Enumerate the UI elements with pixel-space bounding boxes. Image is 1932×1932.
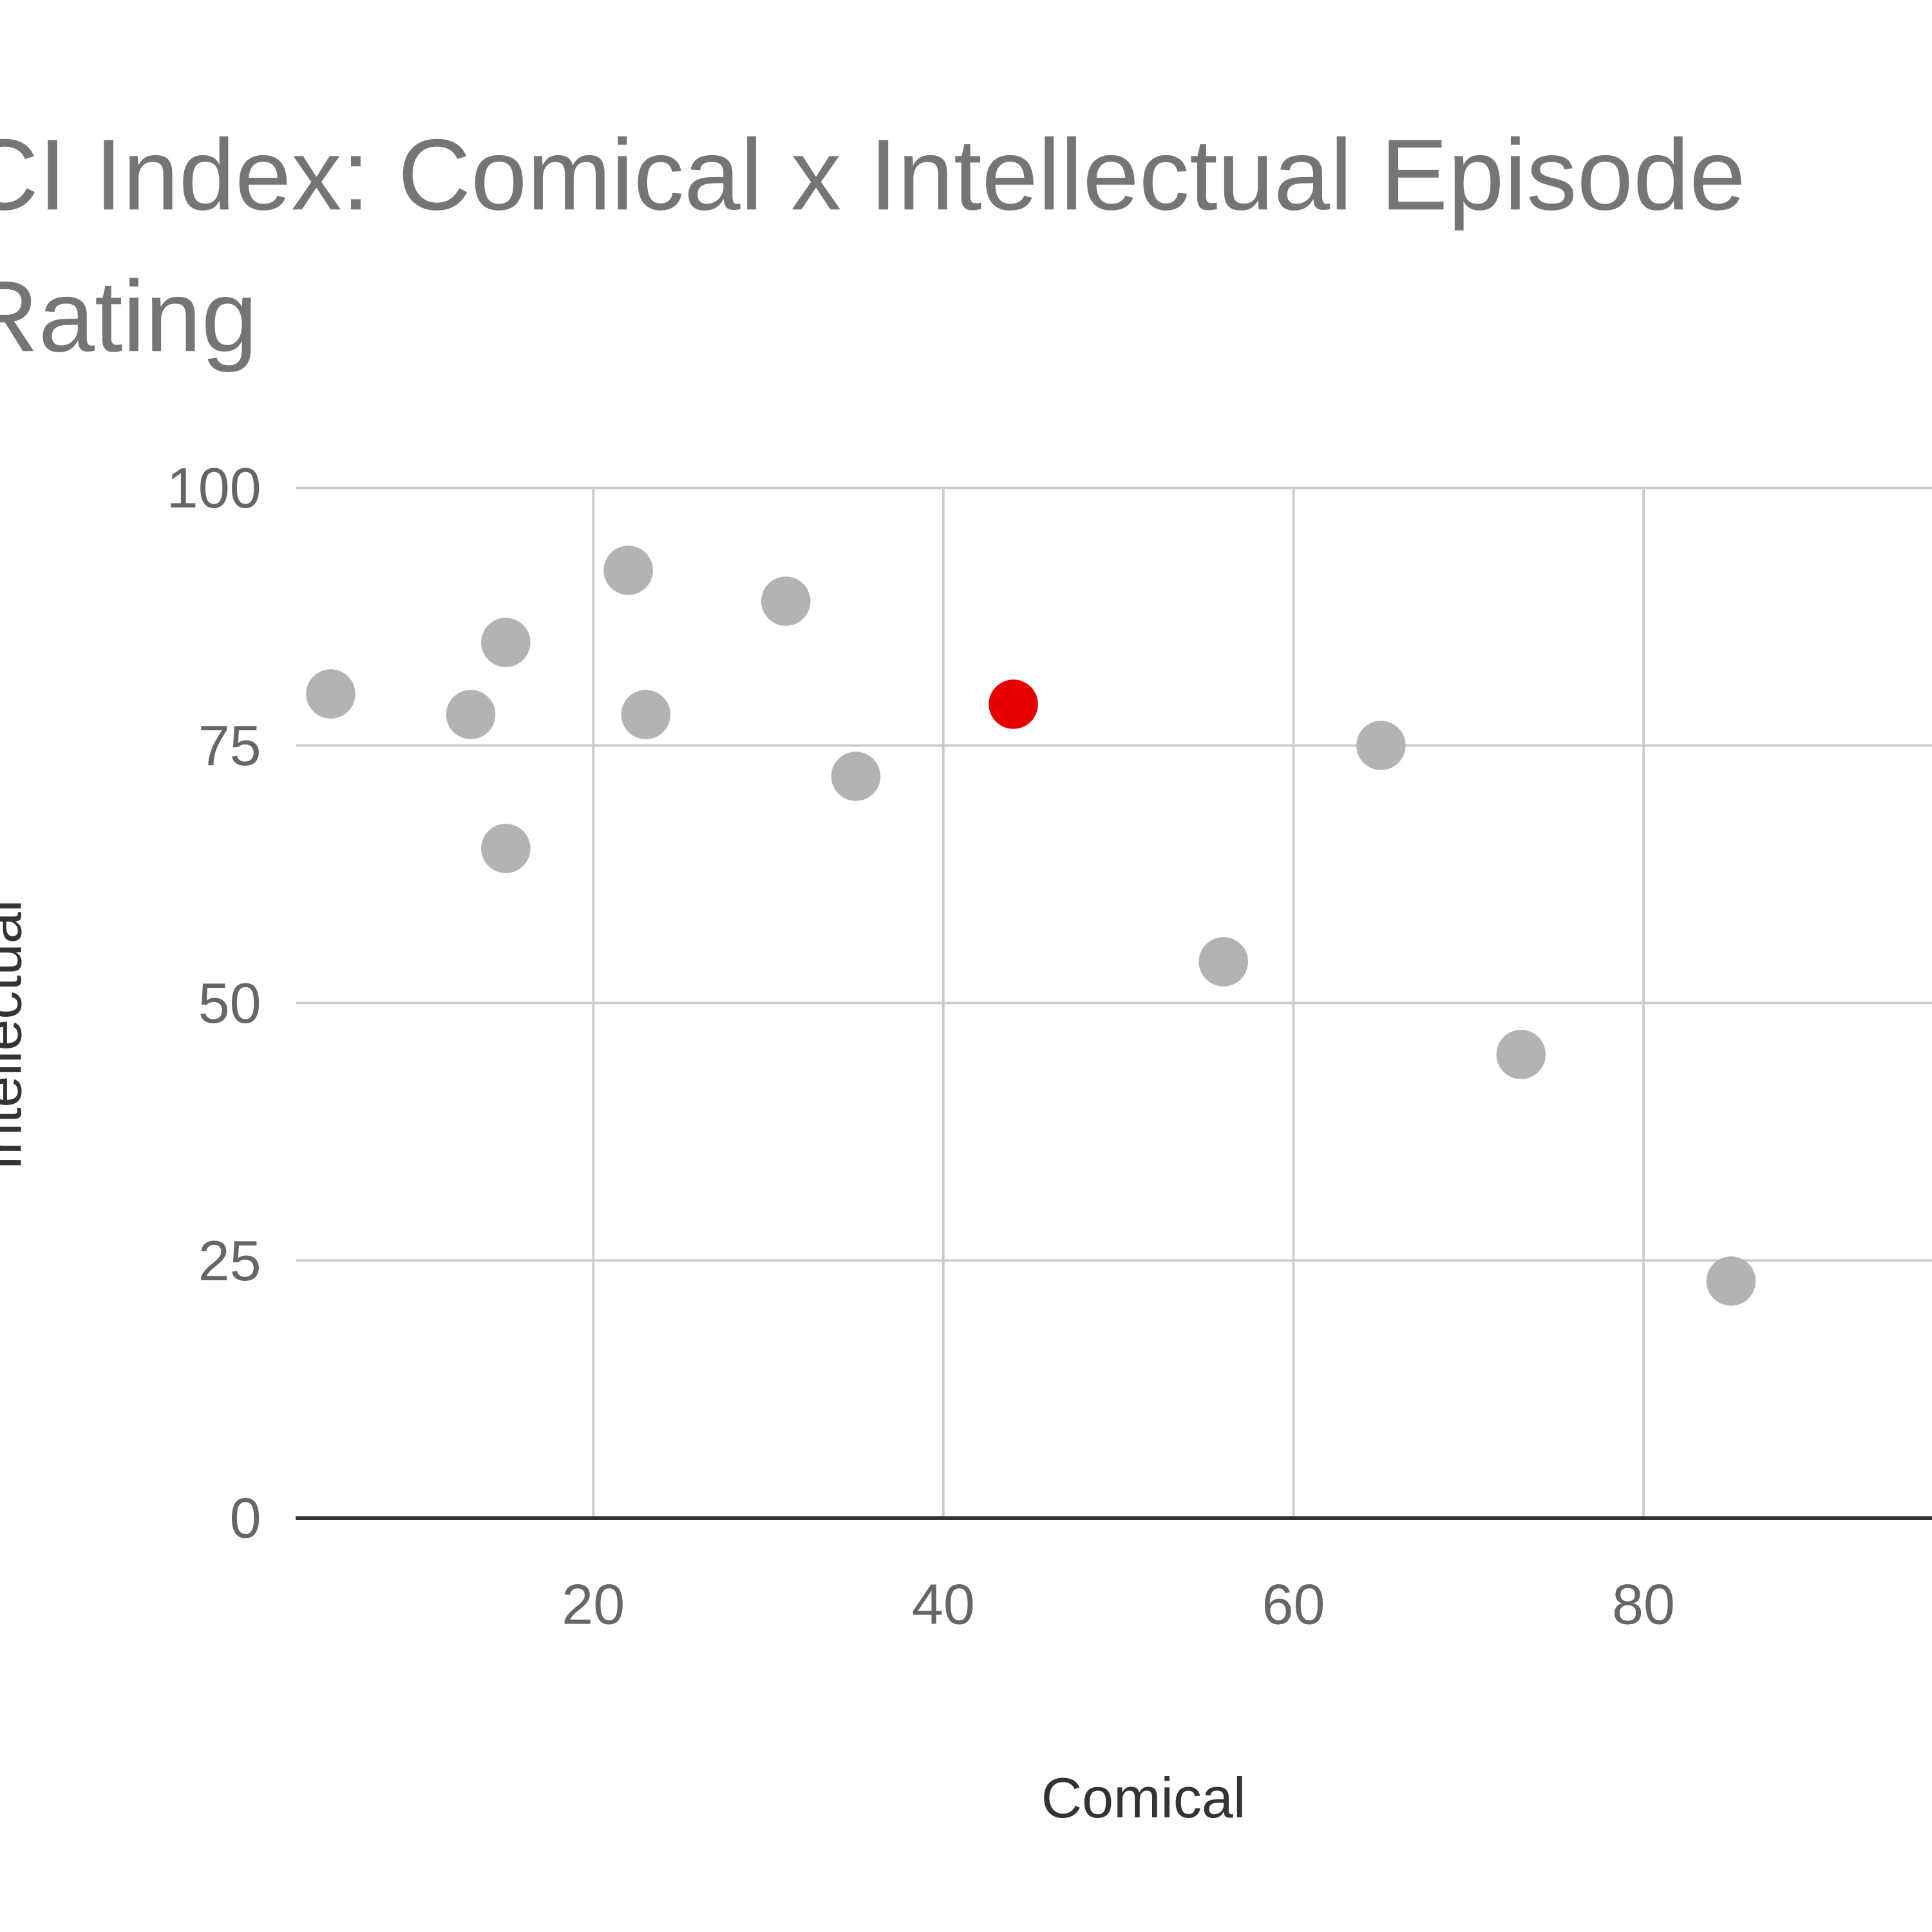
point <box>761 576 811 626</box>
point <box>1356 721 1406 770</box>
y-tick-label: 0 <box>230 1486 261 1550</box>
point <box>1706 1256 1756 1306</box>
y-tick-label: 50 <box>198 971 261 1035</box>
point <box>603 545 653 595</box>
point <box>306 669 355 719</box>
x-tick-label: 60 <box>1262 1573 1325 1636</box>
x-tick-label: 40 <box>912 1573 975 1636</box>
point <box>621 690 671 739</box>
chart-title: CI Index: Comical x Intellectual Episode… <box>0 118 1746 373</box>
point <box>481 824 531 873</box>
point <box>446 690 496 739</box>
x-tick-label: 20 <box>562 1573 625 1636</box>
y-axis-label: Intellectual <box>0 900 33 1171</box>
point <box>1496 1030 1546 1079</box>
x-axis-label: Comical <box>1041 1766 1246 1830</box>
y-tick-label: 75 <box>198 714 261 777</box>
y-tick-label: 100 <box>167 456 261 520</box>
x-tick-label: 80 <box>1612 1573 1675 1636</box>
point <box>1198 937 1248 987</box>
point <box>989 679 1038 729</box>
point <box>481 618 531 667</box>
y-tick-label: 25 <box>198 1229 261 1293</box>
point <box>831 752 881 801</box>
